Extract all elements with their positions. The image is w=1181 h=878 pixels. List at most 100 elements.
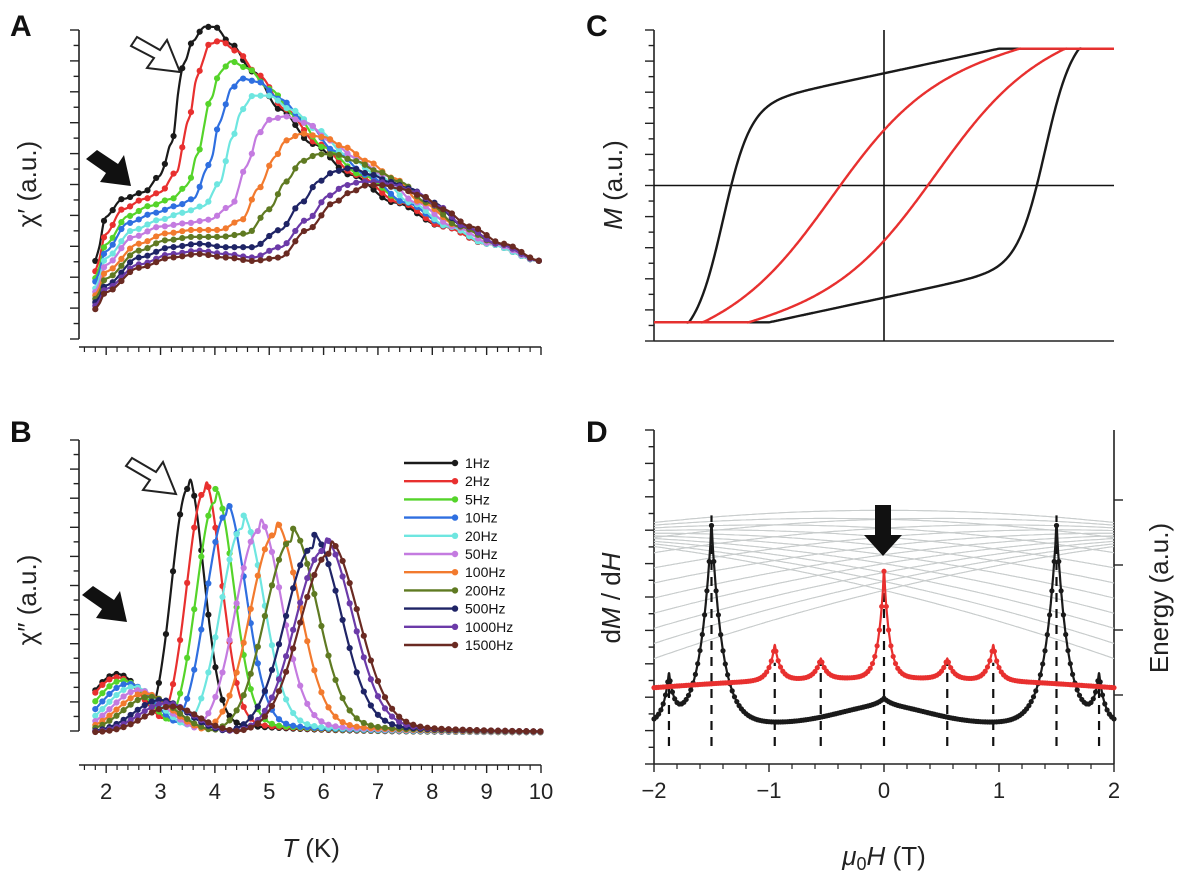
legend-label: 100Hz: [465, 564, 505, 580]
data-point: [106, 727, 113, 734]
data-point: [222, 40, 229, 47]
data-point: [869, 660, 876, 667]
data-point: [812, 668, 818, 675]
data-point: [339, 557, 346, 565]
data-point: [191, 666, 198, 673]
data-point: [257, 184, 264, 191]
data-point: [179, 185, 186, 192]
data-point: [500, 240, 508, 247]
data-point: [448, 210, 455, 217]
series-line: [94, 184, 540, 310]
data-point: [187, 196, 195, 203]
data-point: [370, 182, 377, 189]
data-point: [283, 240, 290, 247]
data-point: [304, 547, 311, 554]
data-point: [941, 664, 947, 671]
data-point: [275, 688, 283, 695]
data-point: [881, 568, 887, 574]
data-point: [248, 77, 255, 84]
data-point: [99, 681, 106, 688]
data-point: [233, 728, 240, 735]
data-point: [176, 511, 184, 518]
data-point: [282, 612, 290, 620]
data-point: [219, 696, 226, 703]
legend-label: 20Hz: [465, 528, 498, 544]
data-point: [381, 694, 389, 701]
data-point: [118, 225, 125, 233]
data-point: [257, 214, 264, 221]
data-point: [1067, 661, 1073, 667]
data-point: [1049, 588, 1055, 594]
data-point: [494, 727, 502, 734]
data-point: [127, 689, 134, 696]
data-point: [109, 265, 116, 272]
data-point: [1070, 671, 1076, 677]
x-tick-label: 4: [209, 779, 221, 804]
data-point: [984, 664, 991, 670]
data-point: [106, 717, 113, 724]
data-point: [179, 234, 186, 242]
data-point: [135, 254, 142, 261]
data-point: [231, 244, 238, 251]
data-point: [213, 226, 221, 234]
data-point: [169, 703, 177, 710]
data-point: [353, 628, 360, 635]
data-point: [874, 643, 880, 649]
data-point: [179, 200, 186, 208]
data-point: [1042, 648, 1048, 654]
data-point: [304, 638, 311, 645]
data-point: [339, 616, 346, 624]
data-point: [381, 724, 389, 731]
data-point: [718, 632, 724, 638]
data-point: [99, 705, 106, 713]
data-point: [268, 666, 276, 674]
data-point: [370, 167, 377, 174]
data-point: [297, 599, 304, 606]
data-point: [198, 491, 205, 499]
data-point: [777, 664, 784, 670]
data-point: [196, 250, 203, 258]
data-point: [196, 233, 203, 240]
data-point: [431, 215, 438, 223]
data-point: [257, 72, 264, 79]
data-point: [222, 254, 229, 261]
data-point: [134, 687, 141, 694]
data-point: [335, 185, 342, 192]
data-point: [179, 253, 186, 260]
data-point: [292, 116, 299, 123]
data-point: [213, 233, 221, 240]
y-axis-label: χ″ (a.u.): [12, 555, 42, 646]
data-point: [240, 564, 247, 572]
data-point: [325, 721, 332, 728]
data-point: [247, 724, 254, 731]
data-point: [196, 146, 203, 153]
data-point: [99, 728, 106, 735]
data-point: [219, 593, 226, 601]
data-point: [170, 254, 177, 261]
data-point: [184, 579, 191, 586]
data-point: [274, 244, 282, 251]
data-point: [153, 240, 160, 247]
data-point: [184, 707, 191, 714]
data-point: [233, 707, 240, 714]
data-point: [257, 92, 264, 99]
data-point: [226, 503, 233, 510]
data-point: [170, 195, 177, 202]
data-point: [367, 702, 374, 709]
data-point: [403, 718, 410, 725]
data-point: [325, 550, 332, 557]
data-point: [381, 705, 389, 712]
data-point: [141, 702, 148, 709]
data-point: [134, 697, 141, 704]
data-point: [99, 721, 106, 728]
data-point: [109, 234, 116, 241]
data-point: [266, 247, 273, 254]
data-point: [699, 631, 705, 638]
data-point: [353, 165, 360, 173]
data-point: [473, 727, 480, 734]
data-point: [1051, 558, 1057, 565]
data-point: [213, 24, 221, 31]
data-point: [187, 109, 195, 116]
data-point: [92, 712, 99, 719]
data-point: [300, 119, 308, 126]
